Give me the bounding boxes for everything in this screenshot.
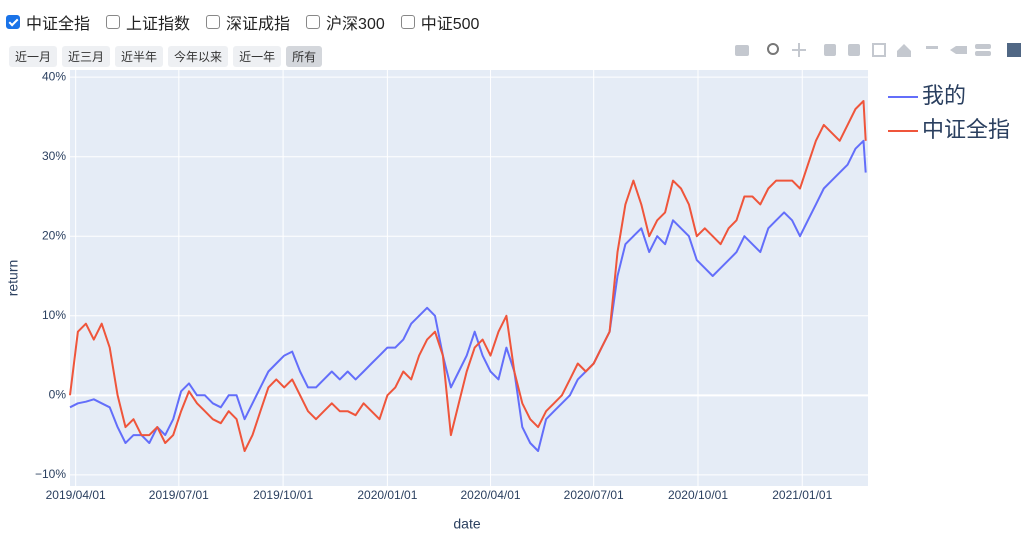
zoom-out-icon[interactable] <box>848 44 860 56</box>
plot-background <box>70 70 868 486</box>
range-button[interactable]: 今年以来 <box>168 46 229 67</box>
checkbox-label[interactable]: 上证指数 <box>126 16 191 33</box>
y-axis-title: return <box>5 260 21 297</box>
plotly-logo[interactable] <box>1007 43 1021 57</box>
hover-compare-icon[interactable] <box>975 44 991 49</box>
x-tick-label: 2021/01/01 <box>772 488 832 502</box>
y-tick-label: 40% <box>42 69 66 83</box>
range-button[interactable]: 近一月 <box>9 46 58 67</box>
y-tick-label: 10% <box>42 308 66 322</box>
y-tick-label: 20% <box>42 228 66 242</box>
reset-icon[interactable] <box>897 44 911 57</box>
checkbox[interactable]: 中证全指 <box>6 10 90 34</box>
zoom-icon[interactable] <box>767 43 779 55</box>
x-tick-label: 2020/01/01 <box>357 488 417 502</box>
line-series <box>69 139 867 452</box>
y-tick-label: 30% <box>42 149 66 163</box>
x-tick-label: 2019/04/01 <box>46 488 106 502</box>
index-checkboxes: 中证全指 上证指数 深证成指 沪深300 中证500 <box>6 10 479 34</box>
legend-label[interactable]: 中证全指 <box>922 117 1010 142</box>
checkbox[interactable]: 上证指数 <box>106 10 190 34</box>
legend-label[interactable]: 我的 <box>922 83 966 108</box>
checkbox-box[interactable] <box>6 15 20 29</box>
checkbox-label[interactable]: 中证500 <box>420 16 480 33</box>
y-tick-label: −10% <box>35 467 66 481</box>
range-button[interactable]: 近一年 <box>233 46 282 67</box>
range-button[interactable]: 所有 <box>286 46 323 67</box>
spike-icon[interactable] <box>926 46 938 49</box>
x-tick-label: 2020/04/01 <box>461 488 521 502</box>
hover-compare-icon[interactable] <box>975 51 991 56</box>
range-button[interactable]: 近三月 <box>62 46 111 67</box>
x-tick-label: 2019/10/01 <box>253 488 313 502</box>
checkbox-box[interactable] <box>400 15 415 29</box>
x-tick-label: 2020/07/01 <box>564 488 624 502</box>
line-series <box>69 100 867 452</box>
checkbox[interactable]: 中证500 <box>400 10 480 34</box>
checkbox[interactable]: 深证成指 <box>206 10 290 34</box>
camera-icon[interactable] <box>735 45 749 56</box>
checkbox-box[interactable] <box>206 15 221 29</box>
x-tick-label: 2019/07/01 <box>149 488 209 502</box>
autoscale-icon[interactable] <box>872 43 886 57</box>
checkbox-label[interactable]: 沪深300 <box>326 16 385 33</box>
x-tick-label: 2020/10/01 <box>668 488 728 502</box>
modebar <box>735 43 1021 57</box>
range-button[interactable]: 近半年 <box>115 46 164 67</box>
checkbox-label[interactable]: 中证全指 <box>26 16 91 33</box>
checkbox-box[interactable] <box>306 15 321 29</box>
checkbox-box[interactable] <box>106 15 121 29</box>
range-buttons: 近一月 近三月 近半年 今年以来 近一年 所有 <box>9 46 323 67</box>
pan-icon[interactable] <box>792 43 806 57</box>
zoom-in-icon[interactable] <box>824 44 836 56</box>
x-axis-title: date <box>453 516 480 532</box>
hover-closest-icon[interactable] <box>950 46 967 54</box>
checkbox-label[interactable]: 深证成指 <box>226 16 291 33</box>
y-tick-label: 0% <box>49 387 67 401</box>
checkbox[interactable]: 沪深300 <box>306 10 385 34</box>
